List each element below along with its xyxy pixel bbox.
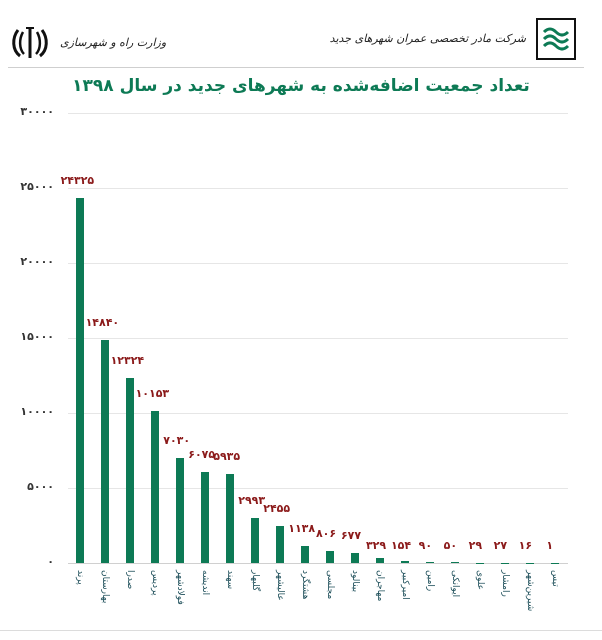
value-label: ۱۶ xyxy=(518,539,533,552)
x-category-label: سهند xyxy=(225,570,235,590)
bar xyxy=(76,198,84,563)
value-label: ۵۹۳۵ xyxy=(213,449,241,463)
value-label: ۳۲۹ xyxy=(365,539,387,552)
gridline xyxy=(68,188,568,189)
gridline xyxy=(68,413,568,414)
value-label: ۱۵۴ xyxy=(390,539,412,552)
x-axis-line xyxy=(68,563,568,564)
bar xyxy=(151,410,159,563)
bar xyxy=(451,562,459,563)
x-category-label: اندیشه xyxy=(200,570,210,596)
value-label: ۶۰۷۵ xyxy=(188,447,216,461)
value-label: ۱۴۸۴۰ xyxy=(85,316,120,330)
gridline xyxy=(68,263,568,264)
x-category-label: تیس xyxy=(550,570,560,587)
bar xyxy=(201,471,209,563)
iran-emblem-icon xyxy=(12,27,48,58)
bar xyxy=(176,457,184,563)
y-tick-label: ۰ xyxy=(47,555,54,568)
value-label: ۲۴۵۵ xyxy=(263,502,291,516)
bar xyxy=(551,562,559,563)
x-category-label: فولادشهر xyxy=(175,570,185,605)
gridline xyxy=(68,113,568,114)
x-category-label: گلبهار xyxy=(250,570,260,592)
y-tick-label: ۱۵۰۰۰ xyxy=(20,330,54,343)
value-label: ۱۲۳۲۴ xyxy=(110,354,145,368)
bar xyxy=(351,552,359,563)
value-label: ۱ xyxy=(546,539,554,552)
x-category-label: رامین xyxy=(425,570,435,592)
gridline xyxy=(68,338,568,339)
y-tick-label: ۱۰۰۰۰ xyxy=(20,405,54,418)
value-label: ۵۰ xyxy=(443,539,458,552)
y-tick-label: ۲۰۰۰۰ xyxy=(20,255,54,268)
x-category-label: صدرا xyxy=(125,570,135,590)
x-category-label: امیرکبیر xyxy=(400,570,410,600)
bar xyxy=(301,545,309,563)
x-category-label: ایوانکی xyxy=(450,570,460,598)
x-category-label: رامشار xyxy=(500,570,510,597)
x-category-label: بهارستان xyxy=(100,570,110,604)
x-category-label: پرند xyxy=(75,570,85,585)
header: وزارت راه و شهرسازی شرکت مادر تخصصی عمرا… xyxy=(0,0,602,68)
value-label: ۸۰۶ xyxy=(315,526,337,540)
value-label: ۱۱۳۸ xyxy=(288,521,316,535)
bar xyxy=(426,561,434,563)
gridline xyxy=(68,488,568,489)
bar xyxy=(226,473,234,563)
bar xyxy=(526,562,534,563)
bar xyxy=(126,378,134,563)
x-category-label: بینالود xyxy=(350,570,360,593)
value-label: ۱۰۱۵۳ xyxy=(135,386,170,400)
bar xyxy=(476,562,484,563)
value-label: ۶۷۷ xyxy=(340,528,362,542)
value-label: ۲۴۳۲۵ xyxy=(60,174,95,188)
bar xyxy=(276,526,284,563)
company-name: شرکت مادر تخصصی عمران شهرهای جدید xyxy=(329,32,526,45)
ministry-name: وزارت راه و شهرسازی xyxy=(60,36,167,49)
bar xyxy=(401,560,409,563)
value-label: ۷۰۳۰ xyxy=(163,433,191,447)
chart-title: تعداد جمعیت اضافه‌شده به شهرهای جدید در … xyxy=(72,76,530,96)
value-label: ۹۰ xyxy=(418,539,433,552)
y-tick-label: ۲۵۰۰۰ xyxy=(20,180,54,193)
x-category-label: عالیشهر xyxy=(275,570,285,601)
bar xyxy=(501,562,509,563)
x-category-label: مهاجران xyxy=(375,570,385,602)
header-divider xyxy=(8,67,584,68)
x-category-label: شیرین‌شهر xyxy=(525,570,535,612)
x-category-label: علوی xyxy=(475,570,485,591)
new-towns-company-logo-icon xyxy=(536,18,576,60)
x-category-label: پردیس xyxy=(150,570,160,596)
bar xyxy=(251,518,259,563)
bar xyxy=(326,550,334,563)
bar xyxy=(101,340,109,563)
value-label: ۲۹ xyxy=(468,539,483,552)
x-category-label: هشتگرد xyxy=(300,570,310,600)
value-label: ۲۷ xyxy=(493,539,508,552)
y-tick-label: ۳۰۰۰۰ xyxy=(20,105,54,118)
bar xyxy=(376,558,384,563)
footer-divider xyxy=(0,630,602,631)
value-label: ۲۹۹۳ xyxy=(238,494,266,508)
y-tick-label: ۵۰۰۰ xyxy=(27,480,54,493)
x-category-label: مجلسی xyxy=(325,570,335,600)
